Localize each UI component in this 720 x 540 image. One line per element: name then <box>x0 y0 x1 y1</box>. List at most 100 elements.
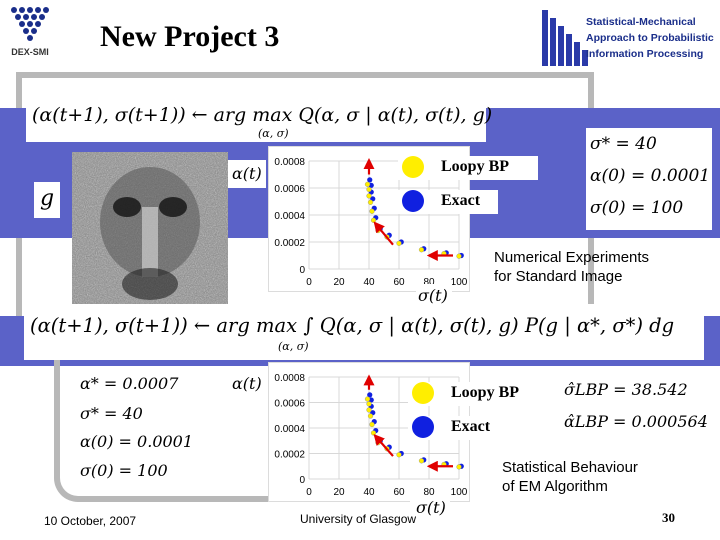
bottom-frame <box>54 356 470 502</box>
top-plot-exact-point <box>367 177 373 183</box>
top-param-sigma0: σ(0) = 100 <box>590 198 684 218</box>
top-param-sigma-star: σ* = 40 <box>590 134 657 154</box>
bottom-yaxis-label: α(t) <box>232 374 262 393</box>
footer-university: University of Glasgow <box>300 512 417 526</box>
top-params-box: σ* = 40 α(0) = 0.0001 σ(0) = 100 <box>586 128 712 230</box>
bottom-plot-loopy-point <box>367 413 374 419</box>
smapip-logo: Statistical-Mechanical Approach to Proba… <box>540 8 715 68</box>
top-caption: Numerical Experiments for Standard Image <box>494 248 649 286</box>
top-plot-loopy-point <box>456 253 462 259</box>
bottom-xaxis-label-box: σ(t) <box>410 496 450 520</box>
top-caption-line-2: for Standard Image <box>494 268 623 285</box>
top-plot-xtick: 0 <box>306 277 312 288</box>
bottom-argmax-sub: (α, σ) <box>278 340 309 353</box>
slide-title: New Project 3 <box>100 20 280 53</box>
top-plot-xtick: 40 <box>363 277 375 288</box>
top-plot-loopy-point <box>366 193 372 199</box>
bottom-plot-xtick: 80 <box>423 487 435 498</box>
logo-line-3: Information Processing <box>586 48 704 60</box>
bottom-plot-loopy-point <box>456 464 462 470</box>
top-xaxis-label: σ(t) <box>418 286 448 305</box>
logo-line-1: Statistical-Mechanical <box>586 16 696 28</box>
top-plot-loopy-point <box>366 186 372 193</box>
bottom-caption-line-2: of EM Algorithm <box>502 478 608 495</box>
bottom-legend-loopy: Loopy BP <box>408 382 548 406</box>
top-equation-box: (α(t+1), σ(t+1)) ← arg max Q(α, σ | α(t)… <box>26 96 492 142</box>
top-plot-loopy-point <box>418 247 425 253</box>
noisy-image <box>72 152 228 314</box>
bottom-param-sigma-star: σ* = 40 <box>80 404 143 423</box>
top-plot-diag-arrow <box>373 221 394 246</box>
top-plot-ytick: 0 <box>299 265 305 276</box>
bottom-results-box: σ̂LBP = 38.542 α̂LBP = 0.000564 <box>560 378 710 438</box>
top-yaxis-label-box: α(t) <box>228 160 266 188</box>
g-label: g <box>40 186 55 211</box>
top-plot-xtick: 80 <box>423 277 435 288</box>
bottom-plot-xtick: 0 <box>306 487 312 498</box>
bottom-plot-ytick: 0.0002 <box>274 450 305 461</box>
dot-grid-icon <box>11 7 49 41</box>
bottom-params-box: α* = 0.0007 σ* = 40 α(0) = 0.0001 σ(0) =… <box>70 368 220 490</box>
top-yaxis-label: α(t) <box>232 164 262 183</box>
g-label-box: g <box>34 182 60 218</box>
bottom-plot-ytick: 0 <box>299 475 305 486</box>
bottom-plot-svg: 0.0008 0.0006 0.0004 0.0002 00 20 40 60 80 100 <box>274 373 468 498</box>
bottom-plot-loopy-point <box>369 421 375 428</box>
bottom-plot-xtick: 40 <box>363 487 375 498</box>
top-plot-loopy-point <box>364 181 371 187</box>
dexsmi-logo: DEX-SMI <box>6 4 54 57</box>
top-plot-ytick: 0.0006 <box>274 184 305 195</box>
bottom-legend-exact-label: Exact <box>448 417 494 437</box>
top-plot-ytick: 0.0002 <box>274 238 305 249</box>
stairs-icon <box>542 10 588 66</box>
bottom-yaxis-label-box: α(t) <box>228 372 266 398</box>
result-sigma-lbp: σ̂LBP = 38.542 <box>564 380 688 399</box>
bottom-plot-loopy-point <box>418 458 425 464</box>
bottom-plot-ytick: 0.0008 <box>274 373 305 384</box>
result-alpha-lbp: α̂LBP = 0.000564 <box>564 412 708 431</box>
bottom-plot-loopy-point <box>364 396 371 402</box>
top-legend-loopy: Loopy BP <box>398 156 538 180</box>
bottom-plot-xtick: 100 <box>451 487 468 498</box>
top-param-alpha0: α(0) = 0.0001 <box>590 166 711 186</box>
bottom-param-alpha0: α(0) = 0.0001 <box>80 432 194 451</box>
bottom-legend-loopy-label: Loopy BP <box>448 383 523 403</box>
bottom-update-equation: (α(t+1), σ(t+1)) ← arg max ∫ Q(α, σ | α(… <box>30 314 675 337</box>
bottom-caption-line-1: Statistical Behaviour <box>502 459 638 476</box>
bottom-param-sigma0: σ(0) = 100 <box>80 461 168 480</box>
top-caption-line-1: Numerical Experiments <box>494 249 650 266</box>
top-plot-xtick: 20 <box>333 277 345 288</box>
top-plot-ytick: 0.0008 <box>274 157 305 168</box>
bottom-plot-ytick: 0.0004 <box>274 424 305 435</box>
top-plot-loopy-point <box>396 240 402 246</box>
bottom-param-alpha-star: α* = 0.0007 <box>80 374 179 393</box>
top-legend-exact-label: Exact <box>438 191 484 211</box>
exact-marker-icon-2 <box>412 416 434 438</box>
loopy-bp-marker-icon <box>402 156 424 178</box>
loopy-bp-marker-icon-2 <box>412 382 434 404</box>
bottom-xaxis-label: σ(t) <box>416 498 446 517</box>
top-legend-loopy-label: Loopy BP <box>438 157 513 177</box>
top-argmax-sub: (α, σ) <box>258 127 289 140</box>
top-plot-loopy-point <box>367 199 374 205</box>
bottom-plot-exact-point <box>367 392 373 398</box>
noisy-image-graphic <box>72 152 228 314</box>
page-number: 30 <box>662 510 675 525</box>
bottom-plot-loopy-point <box>366 401 372 407</box>
bottom-plot-diag-arrow <box>373 434 394 457</box>
top-plot-loopy-point <box>370 217 377 223</box>
bottom-plot-ytick: 0.0006 <box>274 399 305 410</box>
bottom-caption: Statistical Behaviour of EM Algorithm <box>502 458 638 496</box>
top-plot-xtick: 60 <box>393 277 405 288</box>
bottom-legend-exact: Exact <box>408 416 508 440</box>
logo-line-2: Approach to Probabilistic <box>586 32 714 44</box>
top-plot-xtick: 100 <box>451 277 468 288</box>
exact-marker-icon <box>402 190 424 212</box>
bottom-plot-xtick: 60 <box>393 487 405 498</box>
top-legend-exact: Exact <box>398 190 498 214</box>
logo-left-text: DEX-SMI <box>11 47 49 57</box>
top-plot-loopy-point <box>369 208 375 214</box>
top-plot-ytick: 0.0004 <box>274 211 305 222</box>
bottom-plot-loopy-point <box>370 430 377 436</box>
top-update-equation: (α(t+1), σ(t+1)) ← arg max Q(α, σ | α(t)… <box>32 104 493 126</box>
